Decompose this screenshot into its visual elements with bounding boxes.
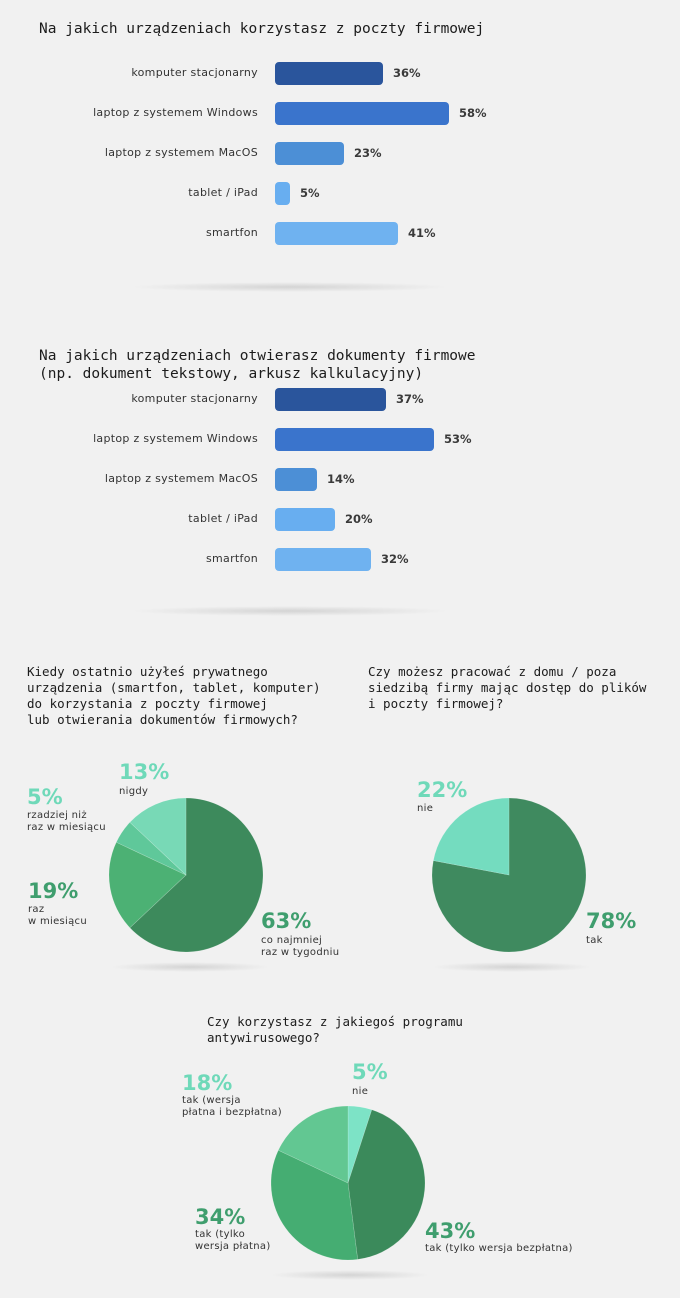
pie-1-pct-rzadziej: 5%: [27, 785, 63, 809]
bar-2: [275, 468, 317, 491]
bar-value-0: 37%: [396, 392, 424, 406]
pie-slice-0: [347, 1105, 373, 1184]
pie-chart-remote-work: [431, 797, 587, 953]
pie-1-pct-raz-w-miesiacu: 19%: [28, 879, 79, 903]
pie-3-pct-platna-i-bezplatna: 18%: [182, 1071, 233, 1095]
pie-3-shadow: [270, 1270, 430, 1280]
pie-slice-1: [433, 797, 510, 876]
pie-chart-private-device-usage: [108, 797, 264, 953]
bar-4: [275, 222, 398, 245]
bar-label-1: laptop z systemem Windows: [93, 432, 258, 445]
bar-value-1: 58%: [459, 106, 487, 120]
bar-0: [275, 62, 383, 85]
bar-value-1: 53%: [444, 432, 472, 446]
chart-2-shadow: [130, 606, 450, 616]
chart-2-title: Na jakich urządzeniach otwierasz dokumen…: [39, 348, 476, 382]
pie-1-shadow: [110, 962, 270, 972]
chart-1-title: Na jakich urządzeniach korzystasz z pocz…: [39, 21, 485, 37]
bar-chart-document-devices: komputer stacjonarny 37% laptop z systemem…: [0, 388, 680, 608]
bar-label-4: smartfon: [206, 552, 258, 565]
bar-label-3: tablet / iPad: [188, 186, 258, 199]
pie-2-pct-tak: 78%: [586, 909, 637, 933]
bar-value-0: 36%: [393, 66, 421, 80]
pie-3-label-platna-i-bezplatna: tak (wersja płatna i bezpłatna): [182, 1095, 282, 1118]
bar-value-2: 14%: [327, 472, 355, 486]
pie-3-label-platna: tak (tylko wersja płatna): [195, 1229, 271, 1252]
pie-2-question: Czy możesz pracować z domu / poza siedzi…: [368, 664, 647, 711]
bar-value-4: 32%: [381, 552, 409, 566]
bar-value-3: 5%: [300, 186, 320, 200]
pie-1-pct-nigdy: 13%: [119, 760, 170, 784]
bar-label-1: laptop z systemem Windows: [93, 106, 258, 119]
bar-1: [275, 428, 434, 451]
pie-3-pct-nie: 5%: [352, 1060, 388, 1084]
pie-3-label-nie: nie: [352, 1086, 369, 1097]
pie-slice-1: [347, 1109, 426, 1260]
bar-label-3: tablet / iPad: [188, 512, 258, 525]
pie-slice-0: [129, 797, 264, 953]
pie-slice-2: [115, 821, 187, 876]
pie-1-question: Kiedy ostatnio użyłeś prywatnego urządze…: [27, 664, 321, 727]
bar-label-2: laptop z systemem MacOS: [104, 472, 258, 485]
pie-2-pct-nie: 22%: [417, 778, 468, 802]
pie-2-label-tak: tak: [586, 935, 603, 946]
pie-1-label-rzadziej: rzadziej niż raz w miesiącu: [27, 810, 106, 833]
pie-chart-antivirus: [270, 1105, 426, 1261]
pie-3-label-bezplatna: tak (tylko wersja bezpłatna): [425, 1243, 573, 1254]
pie-3-pct-bezplatna: 43%: [425, 1219, 476, 1243]
bar-label-2: laptop z systemem MacOS: [104, 146, 258, 159]
chart-1-shadow: [130, 282, 450, 292]
bar-value-2: 23%: [354, 146, 382, 160]
bar-1: [275, 102, 449, 125]
pie-1-label-raz-w-miesiacu: raz w miesiącu: [28, 904, 87, 927]
pie-1-label-co-tydzien: co najmniej raz w tygodniu: [261, 935, 340, 958]
pie-slice-2: [270, 1149, 358, 1261]
bar-value-3: 20%: [345, 512, 373, 526]
pie-2-shadow: [432, 962, 592, 972]
pie-3-pct-platna: 34%: [195, 1205, 246, 1229]
pie-slice-0: [431, 797, 587, 953]
pie-2-label-nie: nie: [417, 803, 434, 814]
pie-1-pct-co-tydzien: 63%: [261, 909, 312, 933]
pie-slice-1: [108, 841, 187, 929]
pie-slice-3: [277, 1105, 349, 1184]
bar-label-4: smartfon: [206, 226, 258, 239]
bar-chart-email-devices: komputer stacjonarny 36% laptop z systemem…: [0, 62, 680, 282]
bar-4: [275, 548, 371, 571]
bar-label-0: komputer stacjonarny: [131, 392, 258, 405]
bar-value-4: 41%: [408, 226, 436, 240]
bar-2: [275, 142, 344, 165]
pie-3-question: Czy korzystasz z jakiegoś programu antyw…: [207, 1014, 463, 1045]
bar-label-0: komputer stacjonarny: [131, 66, 258, 79]
pie-slice-3: [129, 797, 187, 876]
bar-3: [275, 508, 335, 531]
bar-0: [275, 388, 386, 411]
bar-3: [275, 182, 290, 205]
pie-1-label-nigdy: nigdy: [119, 786, 149, 797]
